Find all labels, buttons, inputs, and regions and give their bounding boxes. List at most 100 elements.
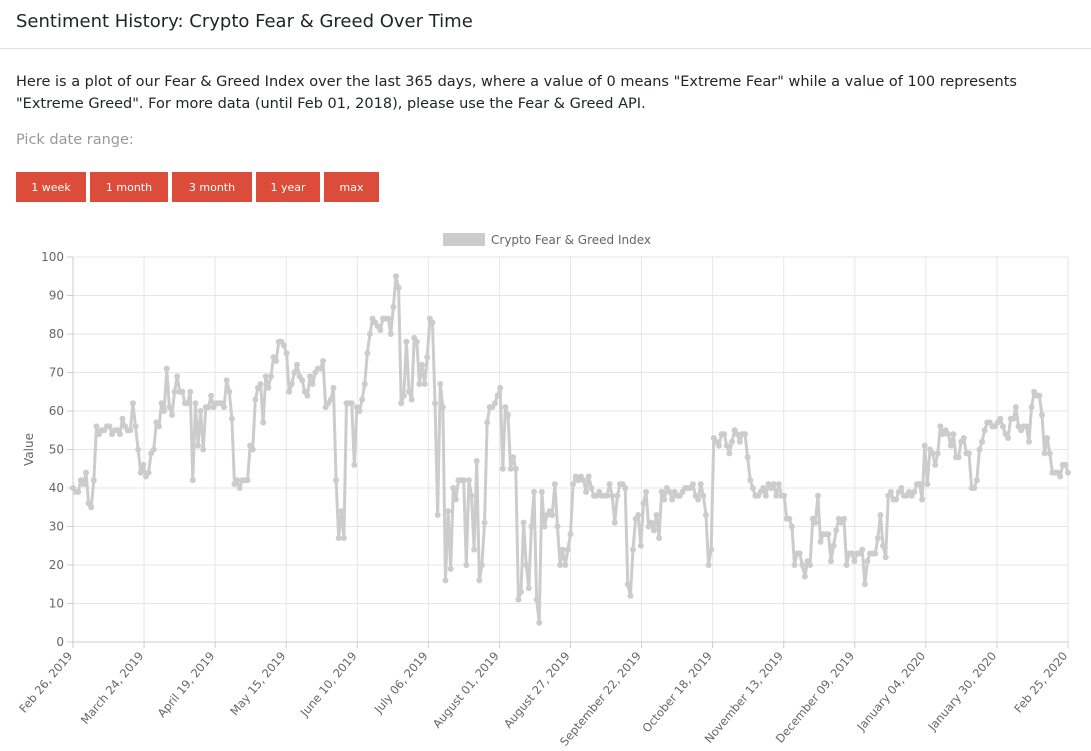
y-tick-label: 30	[49, 520, 64, 534]
range-1-week-button[interactable]: 1 week	[16, 172, 86, 202]
data-point	[309, 381, 316, 388]
data-point	[723, 442, 730, 449]
data-point	[1046, 450, 1053, 457]
data-point	[549, 511, 556, 518]
data-point	[510, 454, 517, 461]
data-point	[817, 538, 824, 545]
legend-swatch	[443, 233, 485, 246]
data-point	[861, 581, 868, 588]
x-tick-label: January 30, 2020	[925, 649, 1000, 734]
y-tick-label: 80	[49, 327, 64, 341]
data-point	[877, 511, 884, 518]
data-point	[564, 546, 571, 553]
data-point	[1012, 404, 1019, 411]
data-point	[531, 488, 538, 495]
data-point	[179, 388, 186, 395]
data-point	[291, 369, 298, 376]
data-point	[192, 400, 199, 407]
data-point	[499, 465, 506, 472]
data-point	[603, 492, 610, 499]
data-point	[648, 519, 655, 526]
data-point	[947, 442, 954, 449]
data-point	[497, 384, 504, 391]
data-point	[398, 400, 405, 407]
x-tick-label: Feb 26, 2019	[16, 649, 75, 716]
data-point	[90, 477, 97, 484]
data-point	[463, 562, 470, 568]
range-1-month-button[interactable]: 1 month	[90, 172, 168, 202]
data-point	[1041, 450, 1048, 457]
data-point	[335, 535, 342, 542]
data-point	[132, 423, 139, 430]
data-point	[333, 477, 340, 484]
data-point	[249, 446, 256, 453]
range-1-year-button[interactable]: 1 year	[256, 172, 320, 202]
data-point	[205, 404, 212, 411]
data-point	[830, 542, 837, 549]
x-tick-label: July 06, 2019	[371, 649, 431, 717]
data-point	[385, 315, 392, 322]
data-point	[848, 550, 855, 557]
data-point	[551, 481, 558, 488]
fear-greed-chart: 0 10 20 30 40 50 60 70 80 90 100 Feb 26, 2019 March …	[16, 233, 1071, 749]
data-point	[304, 392, 311, 399]
data-point	[80, 481, 87, 488]
data-point	[661, 496, 668, 503]
data-point	[697, 481, 704, 488]
data-point	[208, 392, 215, 399]
page-header: Sentiment History: Crypto Fear & Greed O…	[0, 0, 1091, 49]
range-max-button[interactable]: max	[324, 172, 379, 202]
data-point	[317, 365, 324, 372]
data-point	[643, 488, 650, 495]
data-point	[155, 423, 162, 430]
data-point	[734, 431, 741, 438]
data-point	[874, 535, 881, 542]
data-point	[403, 338, 410, 345]
data-point	[887, 488, 894, 495]
data-point	[570, 481, 577, 488]
data-point	[327, 396, 334, 403]
data-point	[283, 350, 290, 357]
data-point	[541, 523, 548, 530]
data-point	[502, 404, 509, 411]
data-point	[481, 519, 488, 526]
data-point	[669, 496, 676, 503]
data-point	[833, 527, 840, 534]
data-point	[419, 361, 426, 368]
data-point	[366, 331, 373, 337]
y-tick-label: 20	[49, 558, 64, 572]
data-point	[924, 481, 931, 488]
data-point	[88, 504, 95, 511]
data-point	[997, 415, 1004, 422]
data-point	[523, 562, 530, 568]
data-point	[413, 338, 420, 345]
data-point	[252, 396, 259, 403]
data-point	[129, 400, 136, 407]
range-3-month-button[interactable]: 3 month	[172, 172, 252, 202]
data-point	[280, 342, 287, 349]
data-point	[640, 500, 647, 507]
data-point	[137, 469, 144, 476]
legend-label: Crypto Fear & Greed Index	[491, 233, 651, 247]
data-point	[195, 442, 202, 449]
data-point	[715, 442, 722, 449]
data-point	[197, 408, 204, 414]
data-point	[450, 485, 457, 491]
data-point	[424, 354, 431, 361]
data-point	[742, 431, 749, 438]
data-point	[221, 404, 228, 411]
data-point	[1036, 392, 1043, 399]
data-point	[736, 438, 743, 445]
data-point	[447, 565, 454, 572]
data-point	[781, 492, 788, 499]
data-point	[562, 562, 569, 568]
data-point	[184, 400, 191, 407]
data-point	[791, 562, 798, 568]
y-tick-label: 0	[56, 635, 64, 649]
data-point	[106, 423, 113, 430]
data-point	[893, 496, 900, 503]
data-point	[788, 523, 795, 530]
data-point	[518, 588, 525, 595]
date-range-buttons: 1 week 1 month 3 month 1 year max	[16, 172, 383, 202]
data-point	[273, 357, 280, 364]
